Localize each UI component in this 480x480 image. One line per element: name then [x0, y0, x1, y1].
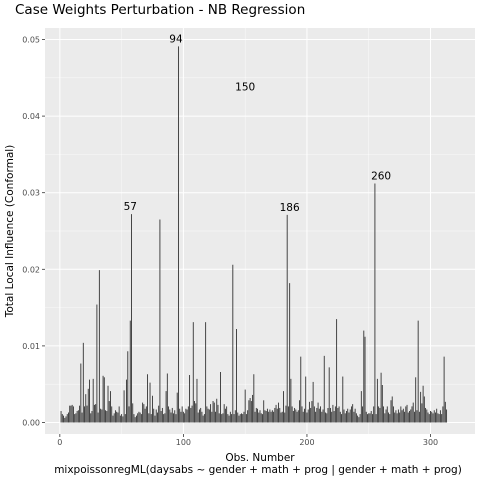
axis-ticks: 0 100 200 300 0.00 0.01 0.02 0.03 0.04 0.05: [22, 35, 438, 447]
grid-major: [45, 28, 475, 434]
grid-minor: [45, 28, 475, 434]
annotation-label: 57: [124, 201, 137, 213]
x-tick-label: 300: [423, 438, 438, 447]
y-tick-label: 0.05: [22, 35, 40, 44]
y-tick-label: 0.02: [22, 265, 40, 274]
annotation-label: 94: [169, 33, 183, 45]
y-tick-label: 0.04: [22, 112, 40, 121]
x-tick-label: 100: [176, 438, 191, 447]
chart-title: Case Weights Perturbation - NB Regressio…: [15, 2, 305, 18]
y-tick-label: 0.01: [22, 342, 40, 351]
x-tick-label: 200: [299, 438, 314, 447]
bars: [60, 46, 448, 423]
annotation-label: 186: [280, 202, 300, 214]
x-axis-subtitle: mixpoissonregML(daysabs ~ gender + math …: [54, 464, 462, 476]
annotations: 57 94 150 186 260: [124, 33, 392, 214]
y-axis-title: Total Local Influence (Conformal): [4, 145, 16, 319]
y-tick-label: 0.03: [22, 189, 40, 198]
annotation-label: 260: [371, 171, 391, 183]
y-tick-label: 0.00: [22, 419, 40, 428]
x-axis-title: Obs. Number: [225, 452, 295, 464]
annotation-label: 150: [235, 82, 255, 94]
x-tick-label: 0: [57, 438, 62, 447]
